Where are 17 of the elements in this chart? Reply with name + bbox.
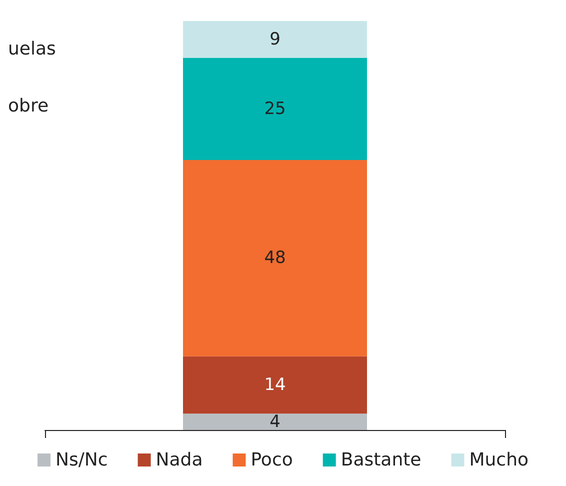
bar [183, 160, 367, 356]
legend-label: Ns/Nc [56, 450, 108, 470]
data-label: 25 [264, 98, 286, 119]
legend-label: Nada [156, 450, 203, 470]
bar [183, 414, 367, 430]
data-label: 9 [270, 29, 280, 50]
bar [183, 21, 367, 58]
data-label: 4 [270, 412, 280, 432]
text: uelas [8, 38, 56, 60]
legend-label: Bastante [340, 450, 422, 470]
legend-label: Mucho [469, 450, 529, 470]
text: obre [8, 96, 49, 116]
bar [183, 356, 367, 414]
legend-label: Poco [250, 450, 293, 470]
data-label: 14 [264, 375, 286, 396]
data-label: 48 [264, 248, 286, 268]
bar [183, 58, 367, 160]
